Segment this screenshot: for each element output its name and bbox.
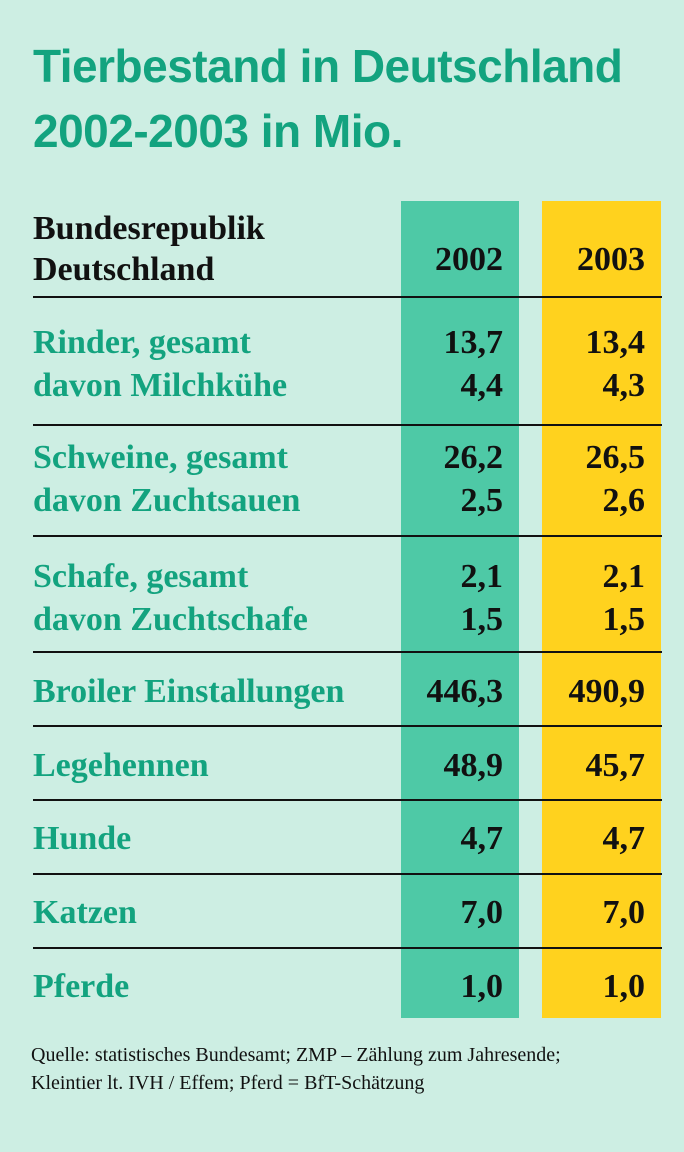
divider — [33, 947, 662, 949]
value-2002: 7,0 — [460, 894, 504, 931]
row-label: Broiler Einstallungen — [33, 673, 345, 710]
header-label-line-1: Bundesrepublik — [33, 210, 265, 247]
title-line-2: 2002-2003 in Mio. — [33, 105, 403, 157]
row-label: Legehennen — [33, 747, 209, 784]
value-2002: 4,4 — [460, 367, 504, 404]
header-2002: 2002 — [435, 241, 503, 278]
value-2002: 13,7 — [443, 324, 504, 361]
row-label: Hunde — [33, 820, 132, 857]
value-2002: 48,9 — [443, 747, 504, 784]
divider — [33, 873, 662, 875]
source-note-line-2: Kleintier lt. IVH / Effem; Pferd = BfT-S… — [31, 1072, 425, 1094]
value-2002: 26,2 — [443, 439, 504, 476]
divider — [33, 651, 662, 653]
value-2003: 490,9 — [568, 673, 646, 710]
row-label: Katzen — [33, 894, 137, 931]
row-label: davon Zuchtsauen — [33, 482, 301, 519]
header-2003: 2003 — [577, 241, 645, 278]
divider — [33, 535, 662, 537]
value-2003: 2,6 — [602, 482, 646, 519]
divider — [33, 799, 662, 801]
row-label: Pferde — [33, 968, 130, 1005]
divider — [33, 296, 662, 298]
source-note-line-1: Quelle: statistisches Bundesamt; ZMP – Z… — [31, 1044, 561, 1066]
value-2002: 2,1 — [460, 558, 504, 595]
value-2002: 446,3 — [426, 673, 504, 710]
value-2003: 1,5 — [602, 601, 646, 638]
value-2003: 2,1 — [602, 558, 646, 595]
divider — [33, 725, 662, 727]
value-2003: 13,4 — [585, 324, 646, 361]
value-2002: 2,5 — [460, 482, 504, 519]
column-2003-background — [542, 201, 661, 1018]
row-label: davon Zuchtschafe — [33, 601, 308, 638]
value-2003: 4,7 — [602, 820, 646, 857]
row-label: Schweine, gesamt — [33, 439, 288, 476]
value-2003: 7,0 — [602, 894, 646, 931]
value-2003: 26,5 — [585, 439, 646, 476]
value-2003: 1,0 — [602, 968, 646, 1005]
value-2003: 4,3 — [602, 367, 646, 404]
row-label: davon Milchkühe — [33, 367, 288, 404]
value-2003: 45,7 — [585, 747, 646, 784]
title-line-1: Tierbestand in Deutschland — [33, 40, 623, 92]
header-label-line-2: Deutschland — [33, 251, 215, 288]
row-label: Schafe, gesamt — [33, 558, 249, 595]
row-label: Rinder, gesamt — [33, 324, 251, 361]
value-2002: 1,0 — [460, 968, 504, 1005]
value-2002: 4,7 — [460, 820, 504, 857]
value-2002: 1,5 — [460, 601, 504, 638]
divider — [33, 424, 662, 426]
column-2002-background — [401, 201, 519, 1018]
